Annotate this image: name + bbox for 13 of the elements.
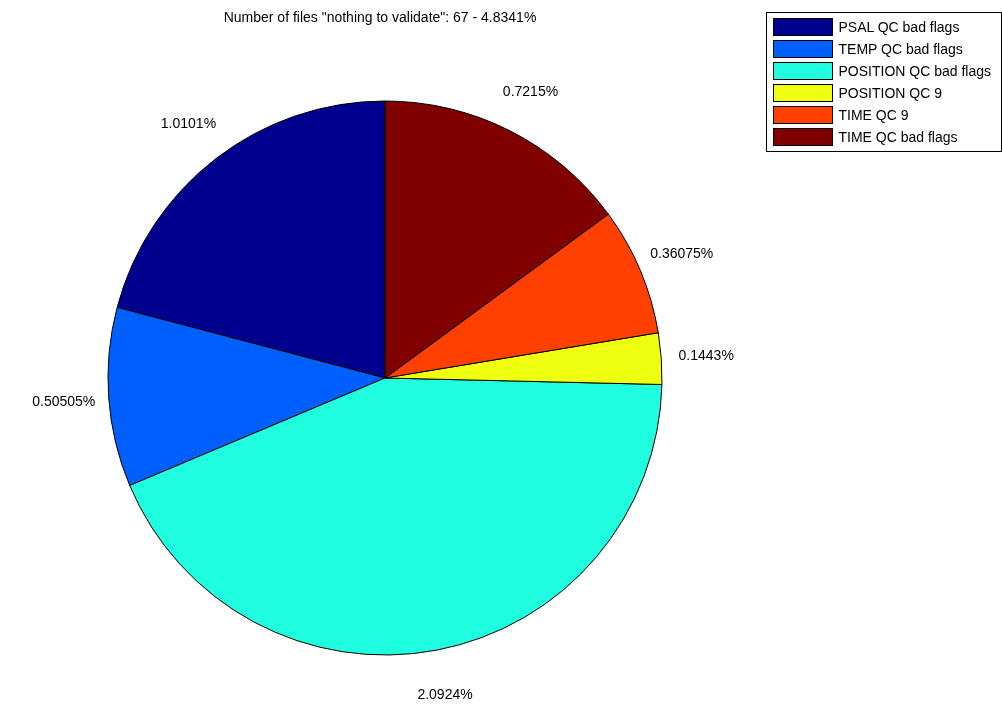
- data-label: 0.1443%: [678, 347, 734, 364]
- chart-title: Number of files "nothing to validate": 67 - 4.8341%: [223, 9, 537, 25]
- data-label: 0.50505%: [32, 392, 96, 409]
- data-label: 0.36075%: [650, 245, 714, 262]
- data-label: 0.7215%: [502, 82, 559, 99]
- legend-label: TIME QC 9: [838, 107, 909, 123]
- legend-label: POSITION QC 9: [838, 85, 942, 101]
- legend-label: TEMP QC bad flags: [838, 41, 963, 57]
- data-label: 2.0924%: [417, 686, 473, 703]
- legend-label: PSAL QC bad flags: [838, 19, 960, 35]
- data-label: 1.0101%: [160, 114, 217, 131]
- legend-label: TIME QC bad flags: [838, 129, 958, 145]
- legend-label: POSITION QC bad flags: [838, 63, 991, 79]
